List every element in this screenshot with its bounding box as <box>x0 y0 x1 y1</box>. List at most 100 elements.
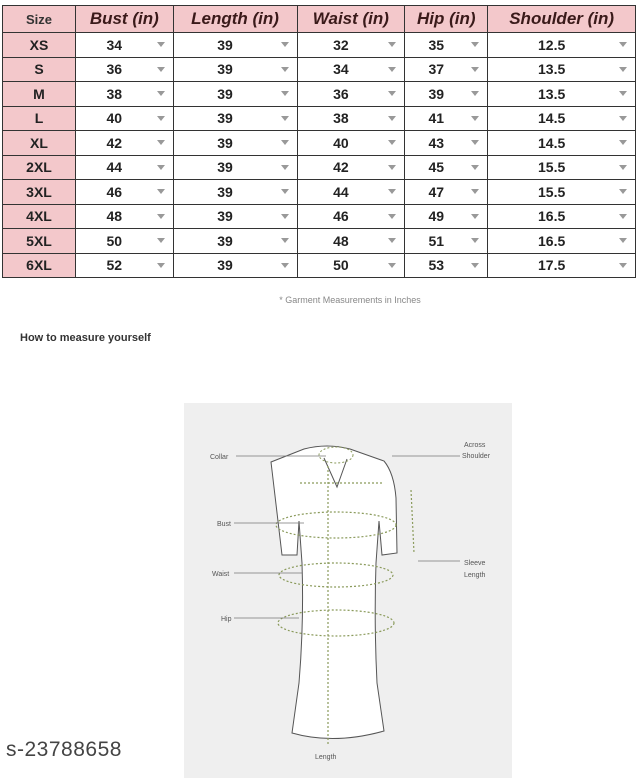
measurement-dropdown[interactable]: 15.5 <box>487 154 636 180</box>
measurement-dropdown[interactable]: 44 <box>296 179 406 205</box>
dropdown-arrow-icon[interactable] <box>619 42 627 47</box>
dropdown-arrow-icon[interactable] <box>388 262 397 268</box>
dropdown-arrow-icon[interactable] <box>156 164 165 170</box>
measurement-dropdown[interactable]: 32 <box>296 32 406 58</box>
dropdown-arrow-icon[interactable] <box>388 66 397 72</box>
measurement-dropdown[interactable]: 41 <box>404 105 489 131</box>
dropdown-arrow-icon[interactable] <box>619 164 627 170</box>
measurement-dropdown[interactable]: 42 <box>75 130 174 156</box>
measurement-dropdown[interactable]: 16.5 <box>487 228 636 254</box>
measurement-dropdown[interactable]: 47 <box>404 179 489 205</box>
dropdown-arrow-icon[interactable] <box>471 164 480 170</box>
dropdown-arrow-icon[interactable] <box>619 91 627 96</box>
measurement-dropdown[interactable]: 53 <box>404 252 489 278</box>
measurement-dropdown[interactable]: 13.5 <box>487 56 636 82</box>
dropdown-arrow-icon[interactable] <box>156 42 165 47</box>
dropdown-arrow-icon[interactable] <box>619 189 627 194</box>
dropdown-arrow-icon[interactable] <box>156 262 165 268</box>
measurement-dropdown[interactable]: 42 <box>296 154 406 180</box>
measurement-dropdown[interactable]: 34 <box>75 32 174 58</box>
dropdown-arrow-icon[interactable] <box>280 66 289 72</box>
dropdown-arrow-icon[interactable] <box>156 189 165 194</box>
dropdown-arrow-icon[interactable] <box>471 140 480 145</box>
measurement-dropdown[interactable]: 36 <box>296 81 406 107</box>
measurement-dropdown[interactable]: 17.5 <box>487 252 636 278</box>
dropdown-arrow-icon[interactable] <box>156 115 165 121</box>
dropdown-arrow-icon[interactable] <box>280 115 289 121</box>
dropdown-arrow-icon[interactable] <box>280 164 289 170</box>
measurement-dropdown[interactable]: 39 <box>172 56 298 82</box>
measurement-dropdown[interactable]: 38 <box>296 105 406 131</box>
measurement-dropdown[interactable]: 39 <box>172 179 298 205</box>
dropdown-arrow-icon[interactable] <box>619 66 627 72</box>
dropdown-arrow-icon[interactable] <box>619 140 627 145</box>
measurement-dropdown[interactable]: 39 <box>172 32 298 58</box>
dropdown-arrow-icon[interactable] <box>388 91 397 96</box>
measurement-dropdown[interactable]: 39 <box>172 154 298 180</box>
measurement-dropdown[interactable]: 52 <box>75 252 174 278</box>
dropdown-arrow-icon[interactable] <box>471 66 480 72</box>
measurement-dropdown[interactable]: 39 <box>172 81 298 107</box>
dropdown-arrow-icon[interactable] <box>280 262 289 268</box>
measurement-dropdown[interactable]: 40 <box>75 105 174 131</box>
dropdown-arrow-icon[interactable] <box>619 213 627 219</box>
measurement-dropdown[interactable]: 46 <box>75 179 174 205</box>
dropdown-arrow-icon[interactable] <box>388 115 397 121</box>
dropdown-arrow-icon[interactable] <box>156 91 165 96</box>
dropdown-arrow-icon[interactable] <box>280 238 289 243</box>
measurement-dropdown[interactable]: 44 <box>75 154 174 180</box>
measurement-dropdown[interactable]: 39 <box>172 105 298 131</box>
measurement-dropdown[interactable]: 39 <box>172 252 298 278</box>
measurement-dropdown[interactable]: 34 <box>296 56 406 82</box>
measurement-dropdown[interactable]: 50 <box>296 252 406 278</box>
dropdown-arrow-icon[interactable] <box>280 91 289 96</box>
dropdown-arrow-icon[interactable] <box>471 91 480 96</box>
measurement-dropdown[interactable]: 39 <box>172 228 298 254</box>
measurement-dropdown[interactable]: 38 <box>75 81 174 107</box>
measurement-dropdown[interactable]: 35 <box>404 32 489 58</box>
measurement-dropdown[interactable]: 16.5 <box>487 203 636 229</box>
measurement-dropdown[interactable]: 39 <box>172 130 298 156</box>
dropdown-arrow-icon[interactable] <box>156 238 165 243</box>
measurement-dropdown[interactable]: 48 <box>296 228 406 254</box>
dropdown-arrow-icon[interactable] <box>156 213 165 219</box>
measurement-dropdown[interactable]: 14.5 <box>487 130 636 156</box>
dropdown-arrow-icon[interactable] <box>388 238 397 243</box>
measurement-dropdown[interactable]: 43 <box>404 130 489 156</box>
dropdown-arrow-icon[interactable] <box>471 262 480 268</box>
measurement-dropdown[interactable]: 46 <box>296 203 406 229</box>
dropdown-arrow-icon[interactable] <box>471 115 480 121</box>
dropdown-arrow-icon[interactable] <box>280 189 289 194</box>
measurement-dropdown[interactable]: 49 <box>404 203 489 229</box>
measurement-dropdown[interactable]: 12.5 <box>487 32 636 58</box>
dropdown-arrow-icon[interactable] <box>388 140 397 145</box>
measurement-dropdown[interactable]: 48 <box>75 203 174 229</box>
measurement-dropdown[interactable]: 37 <box>404 56 489 82</box>
dropdown-arrow-icon[interactable] <box>471 238 480 243</box>
measurement-dropdown[interactable]: 13.5 <box>487 81 636 107</box>
measurement-dropdown[interactable]: 45 <box>404 154 489 180</box>
dropdown-arrow-icon[interactable] <box>388 42 397 47</box>
dropdown-arrow-icon[interactable] <box>471 42 480 47</box>
dropdown-arrow-icon[interactable] <box>619 238 627 243</box>
measurement-dropdown[interactable]: 51 <box>404 228 489 254</box>
dropdown-arrow-icon[interactable] <box>280 42 289 47</box>
dropdown-arrow-icon[interactable] <box>280 213 289 219</box>
dropdown-arrow-icon[interactable] <box>280 140 289 145</box>
measurement-dropdown[interactable]: 39 <box>404 81 489 107</box>
dropdown-arrow-icon[interactable] <box>156 140 165 145</box>
dropdown-arrow-icon[interactable] <box>619 115 627 121</box>
dropdown-arrow-icon[interactable] <box>471 189 480 194</box>
measurement-dropdown[interactable]: 15.5 <box>487 179 636 205</box>
dropdown-arrow-icon[interactable] <box>471 213 480 219</box>
dropdown-arrow-icon[interactable] <box>388 213 397 219</box>
measurement-dropdown[interactable]: 40 <box>296 130 406 156</box>
measurement-dropdown[interactable]: 50 <box>75 228 174 254</box>
measurement-dropdown[interactable]: 36 <box>75 56 174 82</box>
dropdown-arrow-icon[interactable] <box>619 262 627 268</box>
dropdown-arrow-icon[interactable] <box>388 189 397 194</box>
dropdown-arrow-icon[interactable] <box>388 164 397 170</box>
measurement-dropdown[interactable]: 14.5 <box>487 105 636 131</box>
measurement-dropdown[interactable]: 39 <box>172 203 298 229</box>
dropdown-arrow-icon[interactable] <box>156 66 165 72</box>
